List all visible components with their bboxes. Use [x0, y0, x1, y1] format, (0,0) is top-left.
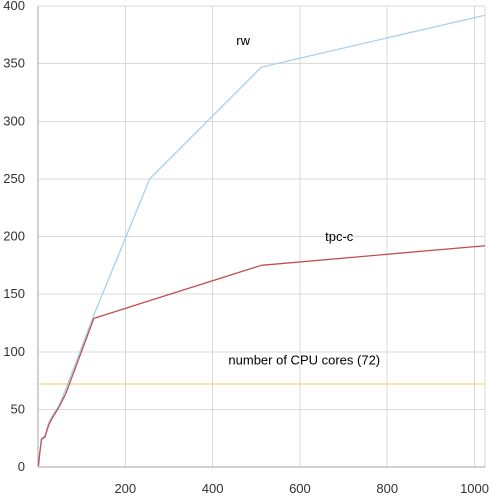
series-line-rw [37, 14, 486, 466]
y-tick-labels: 0 50 100 150 200 250 300 350 400 [3, 0, 25, 474]
y-tick-label: 150 [3, 286, 25, 301]
series-lines [37, 14, 486, 466]
x-tick-label: 600 [289, 481, 311, 496]
y-tick-label: 50 [11, 401, 25, 416]
annotation-label: tpc-c [325, 229, 354, 244]
y-tick-label: 400 [3, 0, 25, 13]
y-tick-label: 350 [3, 56, 25, 71]
y-tick-label: 300 [3, 113, 25, 128]
annotations: rw tpc-c number of CPU cores (72) [228, 33, 380, 367]
x-tick-label: 400 [202, 481, 224, 496]
grid-lines [38, 5, 486, 467]
y-tick-label: 200 [3, 229, 25, 244]
annotation-label: number of CPU cores (72) [228, 352, 380, 367]
x-tick-labels: 200 400 600 800 1000 [114, 481, 489, 496]
annotation-label: rw [236, 33, 250, 48]
series-line-tpc-c [37, 245, 486, 466]
y-tick-label: 250 [3, 171, 25, 186]
x-tick-label: 800 [376, 481, 398, 496]
axes [37, 6, 485, 468]
y-tick-label: 0 [18, 459, 25, 474]
x-tick-label: 1000 [460, 481, 489, 496]
y-tick-label: 100 [3, 344, 25, 359]
x-tick-label: 200 [114, 481, 136, 496]
